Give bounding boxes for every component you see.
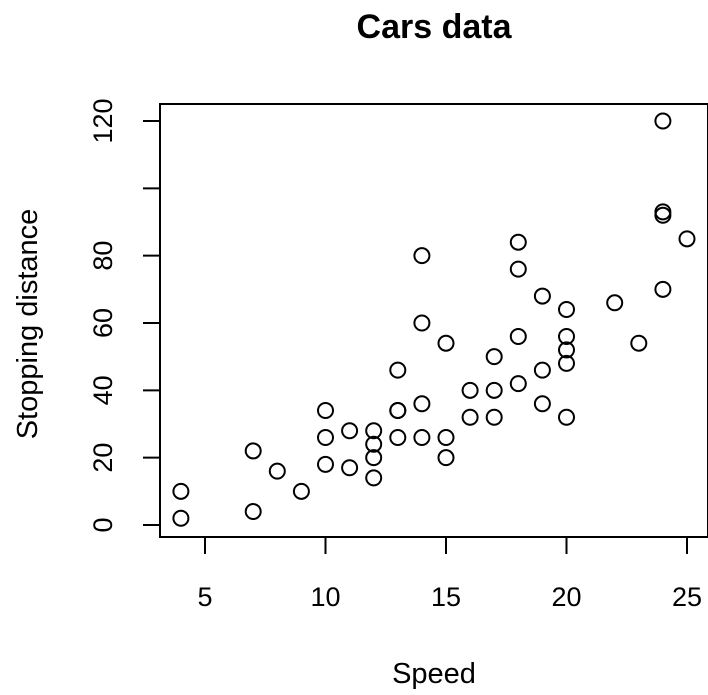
y-tick-label: 40: [88, 375, 118, 405]
data-point: [533, 361, 551, 379]
y-tick-label: 0: [88, 517, 118, 532]
data-point: [437, 428, 455, 446]
data-point: [654, 203, 672, 221]
data-point: [509, 375, 527, 393]
y-axis-label: Stopping distance: [12, 209, 44, 440]
y-tick-label: 80: [88, 241, 118, 271]
data-point: [244, 503, 262, 521]
data-point: [654, 206, 672, 224]
data-point: [389, 428, 407, 446]
x-tick-label: 15: [431, 582, 461, 612]
data-point: [437, 334, 455, 352]
plot-frame: [159, 103, 708, 538]
data-point: [244, 442, 262, 460]
data-point: [317, 402, 334, 420]
data-point: [437, 449, 455, 467]
data-point: [533, 287, 551, 305]
y-tick-label: 20: [88, 443, 118, 473]
data-point: [485, 381, 503, 399]
data-point: [317, 428, 334, 446]
data-point: [558, 327, 575, 345]
y-tick-label: 120: [88, 98, 118, 143]
data-point: [558, 354, 575, 372]
x-tick-label: 20: [551, 582, 581, 612]
data-point: [172, 482, 190, 500]
data-point: [485, 348, 503, 366]
data-point: [292, 482, 310, 500]
y-tick-label: 60: [88, 308, 118, 338]
data-point: [413, 247, 431, 265]
data-point: [558, 341, 575, 359]
data-point: [485, 408, 503, 426]
data-point: [389, 402, 407, 420]
data-point: [509, 260, 527, 278]
x-axis: 5 10 15 20 25: [197, 536, 702, 612]
data-point: [654, 112, 672, 130]
data-point: [558, 301, 575, 319]
data-point: [509, 327, 527, 345]
data-point: [413, 314, 431, 332]
data-point: [365, 422, 383, 440]
data-point: [533, 395, 551, 413]
data-point: [317, 455, 334, 473]
data-point: [389, 361, 407, 379]
data-point: [413, 428, 431, 446]
x-tick-label: 5: [197, 582, 212, 612]
data-point: [341, 422, 359, 440]
x-tick-label: 25: [672, 582, 702, 612]
data-point: [365, 469, 383, 487]
data-point: [365, 449, 383, 467]
data-point: [365, 435, 383, 453]
data-point: [461, 408, 479, 426]
data-point: [172, 509, 190, 527]
data-point: [341, 459, 359, 477]
data-points: [172, 112, 696, 527]
data-point: [413, 395, 431, 413]
chart-title: Cars data: [357, 8, 513, 46]
data-point: [558, 408, 575, 426]
x-tick-label: 10: [310, 582, 340, 612]
data-point: [654, 280, 672, 298]
data-point: [678, 230, 696, 248]
data-point: [268, 462, 286, 480]
data-point: [630, 334, 648, 352]
data-point: [606, 294, 624, 312]
x-axis-label: Speed: [392, 658, 476, 690]
y-axis: 0 20 40 60 80 120: [88, 98, 161, 533]
data-point: [509, 233, 527, 251]
data-point: [461, 381, 479, 399]
